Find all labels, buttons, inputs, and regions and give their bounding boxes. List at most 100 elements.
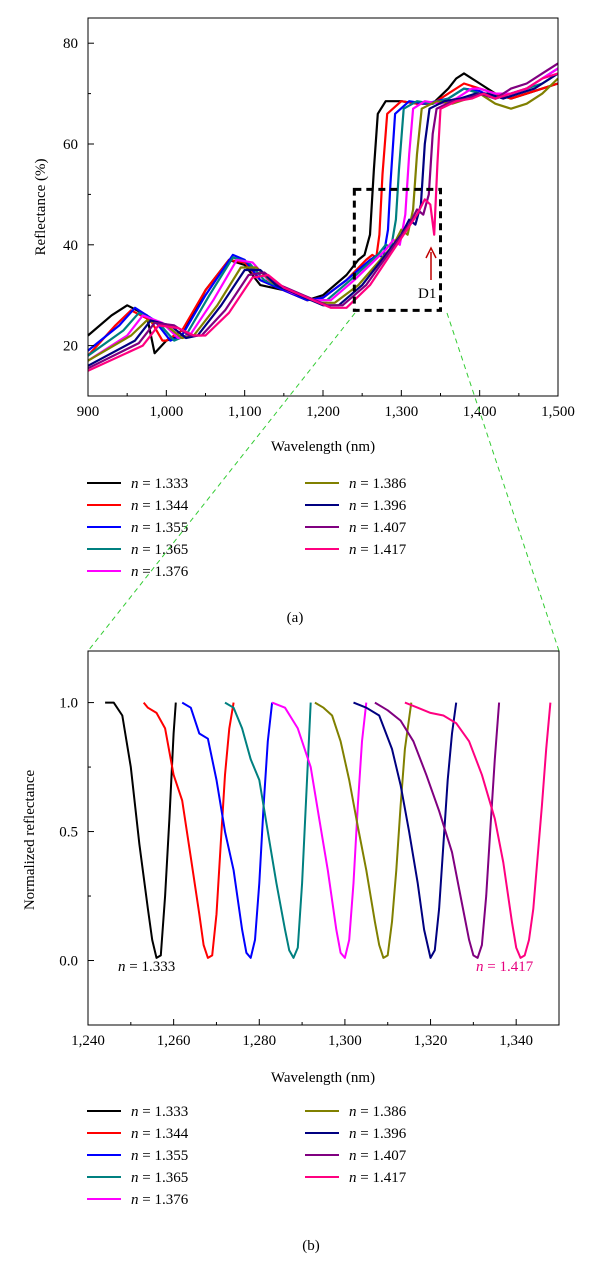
- legend-entry: n = 1.344: [131, 1126, 189, 1142]
- series-line-1: [87, 72, 559, 355]
- legend-entry-value: = 1.417: [357, 542, 407, 558]
- legend-entry-value: = 1.365: [139, 542, 189, 558]
- legend-entry: n = 1.386: [349, 1104, 407, 1120]
- legend-entry: n = 1.417: [349, 1170, 407, 1186]
- x-tick-label: 1,240: [71, 1033, 105, 1049]
- series-line-5: [271, 701, 368, 959]
- legend-entry-value: = 1.417: [357, 1170, 407, 1186]
- legend-entry-value: = 1.355: [139, 520, 189, 536]
- legend-entry-prefix: n: [131, 1126, 139, 1142]
- plot-b-axes: 1,240 1,260 1,280 1,300 1,320 1,340 0.0 0.5 1.0: [59, 696, 533, 1049]
- legend-entry-value: = 1.344: [139, 1126, 189, 1142]
- series-line-9: [404, 701, 552, 959]
- d1-annotation: D1: [418, 246, 437, 302]
- legend-entry-prefix: n: [349, 1170, 357, 1186]
- legend-entry-value: = 1.376: [139, 564, 189, 580]
- y-tick-label: 60: [63, 137, 78, 153]
- legend-entry-prefix: n: [131, 520, 139, 536]
- x-tick-label: 900: [77, 404, 100, 420]
- legend-entry-prefix: n: [131, 476, 139, 492]
- legend-entry-value: = 1.386: [357, 476, 407, 492]
- legend-entry: n = 1.407: [349, 1148, 407, 1164]
- legend-entry-value: = 1.396: [357, 1126, 407, 1142]
- y-tick-label: 0.0: [59, 954, 78, 970]
- x-tick-label: 1,320: [414, 1033, 448, 1049]
- series-line-5: [87, 67, 559, 362]
- panel-a: 900 1,000 1,100 1,200 1,300 1,400 1,500 20 40 60 8…: [33, 17, 575, 626]
- legend-entry: n = 1.365: [131, 1170, 188, 1186]
- legend-entry: n = 1.417: [349, 542, 407, 558]
- series-line-2: [87, 82, 559, 357]
- series-line-8: [87, 62, 559, 370]
- legend-entry-prefix: n: [131, 1170, 139, 1186]
- legend-entry: n = 1.376: [131, 564, 189, 580]
- series-line-1: [105, 701, 177, 959]
- annotation-n-1333: n = 1.333: [118, 959, 175, 975]
- legend-entry: n = 1.407: [349, 520, 407, 536]
- series-line-9: [87, 72, 559, 372]
- annotation-n-1333-prefix: n: [118, 959, 126, 975]
- plot-a-xlabel: Wavelength (nm): [271, 439, 375, 455]
- y-tick-label: 0.5: [59, 825, 78, 841]
- legend-entry-value: = 1.376: [139, 1192, 189, 1208]
- legend-entry-value: = 1.344: [139, 498, 189, 514]
- x-tick-label: 1,340: [499, 1033, 533, 1049]
- y-tick-label: 1.0: [59, 696, 78, 712]
- plot-b-xlabel: Wavelength (nm): [271, 1070, 375, 1086]
- d1-label: D1: [418, 286, 436, 302]
- legend-entry: n = 1.333: [131, 1104, 188, 1120]
- series-line-6: [87, 77, 559, 362]
- y-tick-label: 20: [63, 339, 78, 355]
- series-line-4: [87, 72, 559, 357]
- legend-entry: n = 1.396: [349, 498, 407, 514]
- x-tick-label: 1,300: [384, 404, 418, 420]
- panel-b: 1,240 1,260 1,280 1,300 1,320 1,3400.00.51.0 …: [22, 650, 560, 1254]
- series-line-4: [224, 701, 312, 959]
- legend-entry-prefix: n: [349, 1148, 357, 1164]
- panel-a-label: (a): [287, 610, 304, 626]
- annotation-n-1417: n = 1.417: [476, 959, 534, 975]
- legend-entry-value: = 1.365: [139, 1170, 189, 1186]
- series-line-2: [142, 701, 235, 959]
- legend-entry-prefix: n: [131, 1192, 139, 1208]
- y-tick-label: 40: [63, 238, 78, 254]
- legend-entry: n = 1.355: [131, 1148, 188, 1164]
- zoom-region-box: [352, 187, 443, 312]
- legend-entry-value: = 1.333: [139, 1104, 189, 1120]
- annotation-n-1417-text: = 1.417: [487, 959, 533, 975]
- x-tick-label: 1,500: [541, 404, 575, 420]
- legend-entry-prefix: n: [131, 1148, 139, 1164]
- plot-b-frame: [87, 650, 560, 1026]
- legend-entry-value: = 1.333: [139, 476, 189, 492]
- plot-a-frame: [87, 17, 559, 397]
- legend-entry-prefix: n: [131, 564, 139, 580]
- legend-entry-prefix: n: [349, 498, 357, 514]
- legend-entry: n = 1.355: [131, 520, 188, 536]
- series-line-8: [374, 701, 501, 959]
- legend-entry-prefix: n: [349, 520, 357, 536]
- plot-a-ylabel: Reflectance (%): [33, 158, 49, 255]
- legend-entry: n = 1.386: [349, 476, 407, 492]
- x-tick-label: 1,100: [228, 404, 262, 420]
- x-tick-label: 1,260: [157, 1033, 191, 1049]
- annotation-n-1333-text: = 1.333: [129, 959, 175, 975]
- series-line-3: [87, 67, 559, 352]
- x-tick-label: 1,280: [242, 1033, 276, 1049]
- legend-entry-value: = 1.407: [357, 1148, 407, 1164]
- legend-entry: n = 1.376: [131, 1192, 189, 1208]
- series-line-7: [353, 701, 458, 959]
- legend-entry-prefix: n: [349, 542, 357, 558]
- legend-entry: n = 1.365: [131, 542, 188, 558]
- legend-entry-prefix: n: [349, 1104, 357, 1120]
- legend-entry-value: = 1.355: [139, 1148, 189, 1164]
- series-line-7: [87, 72, 559, 367]
- panel-b-label: (b): [302, 1238, 320, 1254]
- legend-entry: n = 1.396: [349, 1126, 407, 1142]
- legend-entry-prefix: n: [131, 1104, 139, 1120]
- legend-entry: n = 1.333: [131, 476, 188, 492]
- legend-entry-prefix: n: [131, 498, 139, 514]
- legend-entry-prefix: n: [131, 542, 139, 558]
